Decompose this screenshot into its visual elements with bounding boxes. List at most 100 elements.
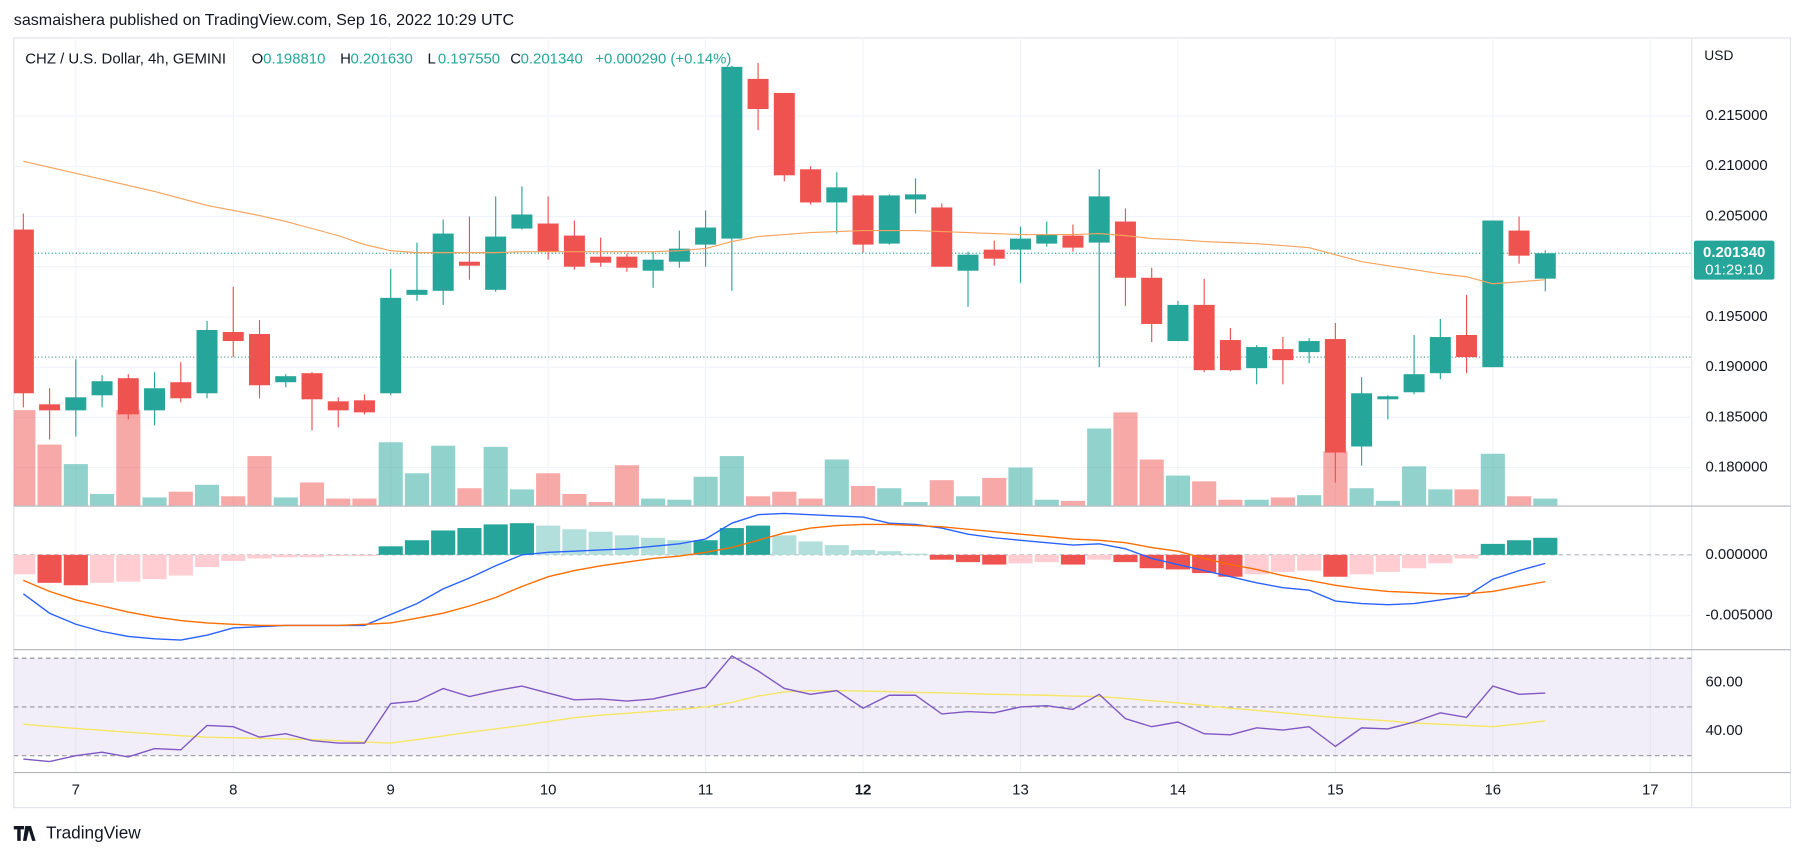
volume-bar (1454, 489, 1479, 506)
candle-body (1062, 235, 1084, 248)
y-tick-label: 40.00 (1705, 722, 1742, 739)
x-tick-label: 13 (1012, 781, 1029, 798)
publisher: sasmaishera published on TradingView.com… (14, 11, 514, 29)
histogram-bar (457, 528, 482, 555)
volume-bar (641, 498, 666, 506)
histogram-bar (850, 549, 876, 555)
pane (13, 37, 1692, 506)
y-tick-label: 0.185000 (1705, 408, 1767, 425)
histogram-bar (431, 530, 456, 555)
candle-body (222, 332, 244, 342)
candle-body (380, 297, 402, 394)
histogram-bar (404, 540, 430, 555)
countdown: 01:29:10 (1705, 261, 1763, 278)
histogram-bar (1480, 543, 1505, 555)
histogram-bar (824, 545, 849, 555)
histogram-bar (352, 554, 377, 557)
histogram-bar (982, 554, 1007, 565)
histogram-bar (772, 535, 797, 555)
x-tick-label: 7 (72, 781, 80, 798)
volume-bar (982, 477, 1007, 506)
x-tick-label: 17 (1642, 781, 1659, 798)
candle-body (852, 195, 874, 245)
x-tick-label: 12 (855, 781, 872, 798)
price-label-box (1693, 240, 1775, 280)
volume-bar (1428, 489, 1453, 506)
volume-bar (1402, 466, 1427, 506)
volume-bar (955, 496, 981, 506)
histogram-bar (1533, 537, 1558, 555)
histogram-bar (37, 554, 62, 583)
y-tick-label: 0.190000 (1705, 358, 1767, 375)
volume-bar (1480, 453, 1505, 506)
volume-bar (299, 482, 325, 506)
high-label: H (340, 51, 351, 68)
volume-bar (457, 488, 482, 506)
histogram-bar (483, 524, 508, 555)
x-tick-label: 15 (1327, 781, 1344, 798)
candle-body (432, 233, 454, 291)
pane (13, 506, 1692, 650)
volume-bar (746, 496, 771, 506)
candle-body (721, 66, 743, 239)
close-value: 0.201340 (521, 51, 583, 68)
candle-body (301, 373, 323, 400)
candle-body (1482, 220, 1504, 368)
volume-bar (247, 456, 272, 506)
x-tick-label: 11 (698, 781, 714, 798)
candle-body (616, 256, 638, 268)
volume-bar (168, 491, 193, 506)
histogram-bar (1428, 554, 1453, 564)
volume-bar (221, 496, 246, 506)
histogram-bar (142, 554, 167, 580)
volume-bar (1192, 481, 1217, 506)
y-tick-label: 0.180000 (1705, 459, 1767, 476)
histogram-bar (955, 554, 981, 563)
symbol: CHZ / U.S. Dollar, 4h, GEMINI (25, 51, 226, 68)
volume-bar (1060, 500, 1086, 506)
volume-bar (1008, 467, 1033, 506)
volume-bar (562, 493, 587, 506)
candle-body (957, 254, 979, 271)
volume-bar (273, 497, 298, 506)
candle-body (511, 214, 533, 229)
candle-body (537, 223, 559, 252)
volume-bar (404, 473, 430, 506)
candle-body (196, 329, 218, 394)
volume-bar (378, 442, 403, 506)
histogram-bar (877, 551, 902, 555)
volume-bar (824, 459, 849, 506)
volume-bar (798, 498, 823, 506)
open-value: 0.198810 (263, 51, 325, 68)
histogram-bar (63, 554, 88, 586)
histogram-bar (1349, 554, 1374, 575)
histogram-bar (903, 553, 928, 555)
x-tick-label: 10 (540, 781, 557, 798)
volume-bar (352, 498, 377, 506)
volume-bar (431, 445, 456, 506)
candle-body (1298, 341, 1320, 353)
pane (13, 650, 1692, 772)
histogram-bar (13, 554, 36, 575)
histogram-bar (929, 554, 954, 560)
volume-bar (1087, 428, 1112, 506)
histogram-bar (1113, 554, 1138, 563)
volume-bar (194, 484, 220, 506)
histogram-bar (116, 554, 141, 582)
volume-bar (1139, 459, 1164, 506)
histogram-bar (1008, 554, 1033, 564)
currency: USD (1704, 48, 1733, 63)
volume-bar (1113, 412, 1138, 506)
candle-body (1088, 196, 1110, 243)
volume-bar (772, 491, 797, 506)
histogram-bar (1244, 554, 1269, 575)
low-label: L (428, 51, 436, 68)
volume-bar (326, 498, 351, 506)
candle-body (983, 249, 1005, 259)
plot: 7 8 9 10 11 12 13 14 15 16 17 0.180000 0.185000 0.190… (13, 37, 1775, 798)
histogram-bar (798, 541, 823, 555)
candle-body (406, 289, 428, 295)
histogram-bar (168, 554, 193, 576)
volume-bar (63, 464, 88, 506)
volume-bar (1349, 488, 1374, 506)
